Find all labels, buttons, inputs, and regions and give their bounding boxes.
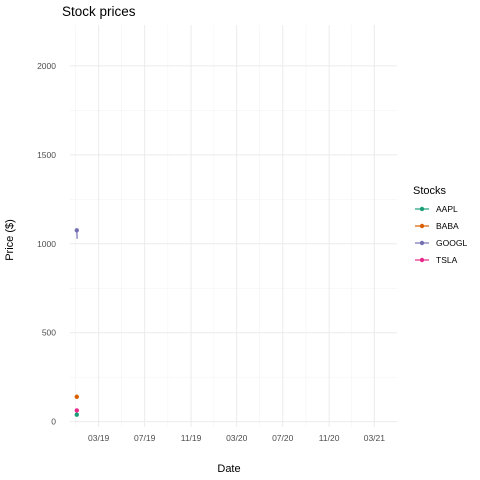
y-tick-label: 2000: [37, 61, 56, 71]
legend-label: GOOGL: [436, 238, 467, 248]
legend-item-aapl: AAPL: [415, 204, 458, 214]
legend-key-point: [419, 223, 425, 229]
series-aapl: [74, 412, 79, 417]
legend-key-point: [419, 206, 425, 212]
x-axis-title: Date: [217, 463, 240, 475]
x-tick-label: 07/19: [134, 433, 156, 443]
legend-key-point: [419, 257, 425, 263]
series-tsla: [74, 408, 79, 413]
chart-title: Stock prices: [62, 4, 136, 19]
major-gridlines: [70, 25, 397, 427]
y-axis-ticks: 0 500 1000 1500 2000: [37, 61, 56, 427]
data-point-googl: [74, 228, 79, 233]
legend-item-tsla: TSLA: [415, 255, 458, 265]
series-layer: [74, 228, 79, 417]
legend-item-googl: GOOGL: [415, 238, 467, 248]
legend-items: AAPL BABA GOOGL TSLA: [415, 204, 467, 265]
minor-gridlines: [70, 25, 397, 427]
legend-title: Stocks: [413, 185, 447, 197]
y-tick-label: 1000: [37, 239, 56, 249]
y-tick-label: 1500: [37, 150, 56, 160]
x-tick-label: 03/19: [88, 433, 110, 443]
legend-key-point: [419, 240, 425, 246]
legend-label: BABA: [436, 221, 459, 231]
data-point-aapl: [74, 412, 79, 417]
x-axis-ticks: 03/19 07/19 11/19 03/20 07/20 11/20 03/21: [88, 433, 385, 443]
x-tick-label: 07/20: [272, 433, 294, 443]
data-point-baba: [74, 394, 79, 399]
data-point-tsla: [74, 408, 79, 413]
legend: Stocks AAPL BABA GOOGL TSLA: [413, 185, 467, 265]
legend-label: TSLA: [436, 255, 458, 265]
x-tick-label: 03/21: [364, 433, 386, 443]
x-tick-label: 11/19: [181, 433, 202, 443]
legend-item-baba: BABA: [415, 221, 459, 231]
legend-label: AAPL: [436, 204, 458, 214]
x-tick-label: 03/20: [226, 433, 248, 443]
y-axis-title: Price ($): [4, 219, 16, 261]
y-tick-label: 0: [51, 417, 56, 427]
series-baba: [74, 394, 79, 399]
y-tick-label: 500: [42, 328, 56, 338]
x-tick-label: 11/20: [319, 433, 340, 443]
series-googl: [74, 228, 79, 239]
